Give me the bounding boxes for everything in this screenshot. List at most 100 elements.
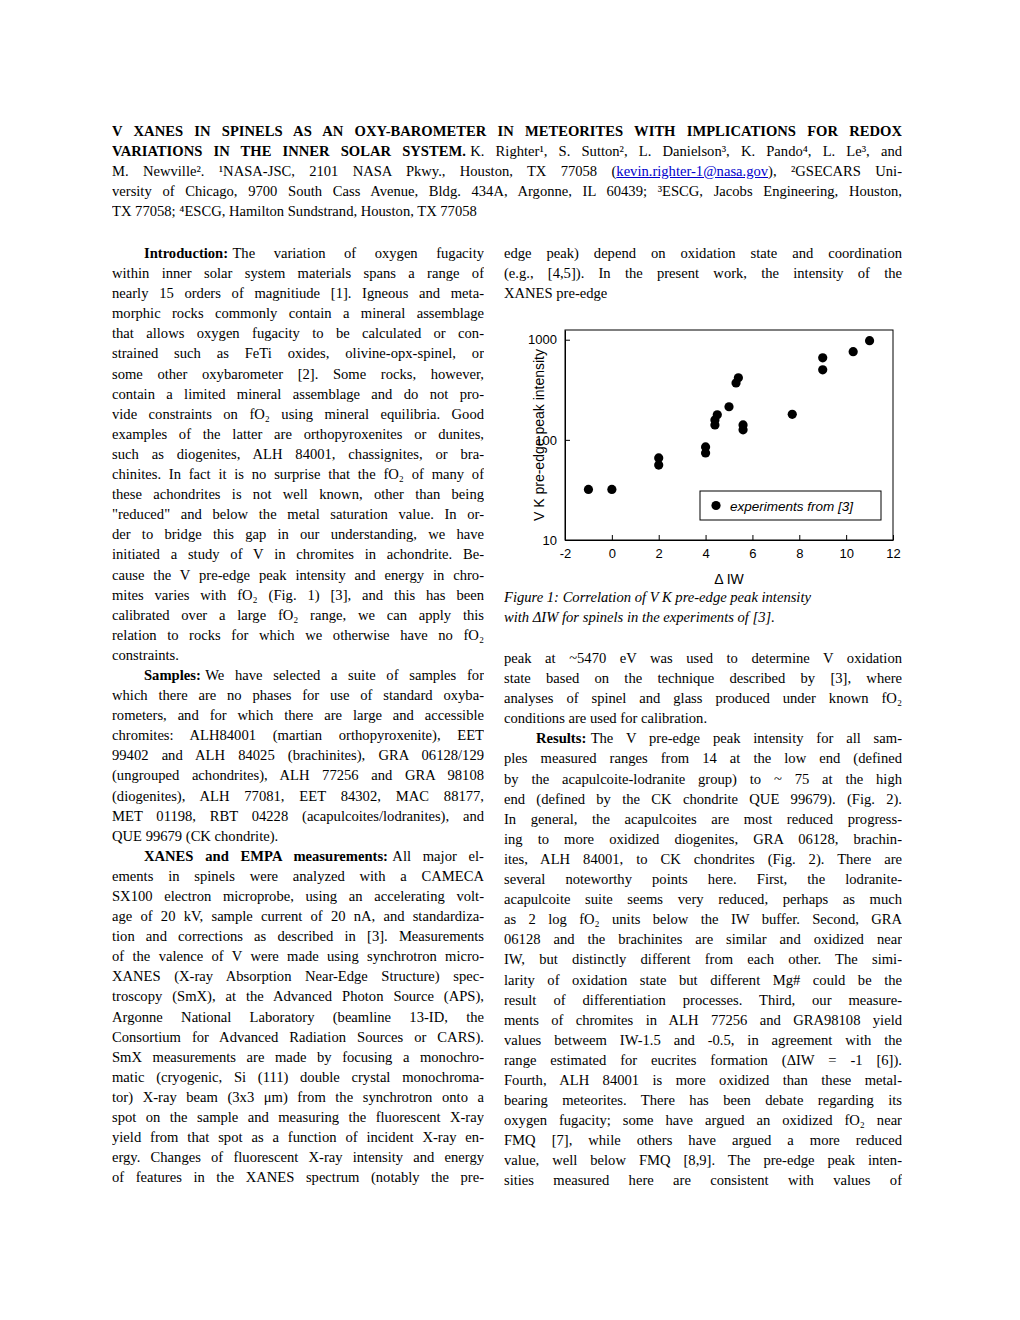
text-line: bearing meteorites. There has been debat… <box>504 1090 902 1110</box>
y-axis: 101001000 <box>528 331 570 548</box>
text-line: MET 01198, RBT 04228 (acapulcoites/lodra… <box>112 806 484 826</box>
text-line: rometers, and for which there are large … <box>112 705 484 725</box>
paragraph-text: mites varies with fO₂ (Fig. 1) [3], and … <box>112 587 484 603</box>
data-point <box>818 353 827 362</box>
affiliation: M. Newville². ¹NASA-JSC, 2101 NASA Pkwy.… <box>112 163 616 179</box>
paragraph-text: examples of the latter are orthopyroxeni… <box>112 426 484 442</box>
text-line: Fourth, ALH 84001 is more oxidized than … <box>504 1070 902 1090</box>
text-line: values betweem IW-1.5 and -0.5, in agree… <box>504 1030 902 1050</box>
paragraph-text: age of 20 kV, sample current of 20 nA, a… <box>112 908 484 924</box>
paragraph-text: (e.g., [4,5]). In the present work, the … <box>504 265 902 281</box>
text-column: peak at ~5470 eV was used to determine V… <box>504 648 902 1191</box>
header: V XANES IN SPINELS AS AN OXY-BAROMETER I… <box>112 121 902 221</box>
title: VARIATIONS IN THE INNER SOLAR SYSTEM. <box>112 143 466 159</box>
text-line: larity of oxidation state but different … <box>504 970 902 990</box>
paragraph-text: ples measured ranges from 14 at the low … <box>504 750 902 766</box>
y-tick: 1000 <box>528 332 570 347</box>
affiliation: versity of Chicago, 9700 South Cass Aven… <box>112 183 902 199</box>
paragraph-text: tor) X-ray beam (3x3 μm) from the synchr… <box>112 1089 484 1105</box>
paragraph-text: ments of chromites in ALH 77256 and GRA9… <box>504 1012 902 1028</box>
paragraph-text: 99402 and ALH 84025 (brachinites), GRA 0… <box>112 747 484 763</box>
data-point <box>818 365 827 374</box>
section-heading: Results: <box>536 730 586 746</box>
paragraph-text: initiated a study of V in chromites in a… <box>112 546 484 562</box>
paragraph-text: yield from that spot as a function of in… <box>112 1129 484 1145</box>
x-tick-mark <box>706 535 707 540</box>
text-line: Samples:We have selected a suite of samp… <box>112 665 484 685</box>
paragraph-text: spot on the sample and measuring the flu… <box>112 1109 484 1125</box>
paragraph-text: The V pre-edge peak intensity for all sa… <box>591 730 902 746</box>
text-line: (e.g., [4,5]). In the present work, the … <box>504 263 902 283</box>
paragraph-text: In general, the acapulcoites are most re… <box>504 811 902 827</box>
x-tick-label: 8 <box>796 546 803 561</box>
paragraph-text: SmX measurements are made by focusing a … <box>112 1049 484 1065</box>
legend: experiments from [3] <box>700 491 881 520</box>
paragraph-text: oxygen fugacity; some have argued an oxi… <box>504 1112 902 1128</box>
paragraph-text: which there are no phases for use of sta… <box>112 687 484 703</box>
paragraph-text: Fourth, ALH 84001 is more oxidized than … <box>504 1072 902 1088</box>
y-axis-line <box>565 331 566 541</box>
paragraph-text: morphic rocks commonly contain a mineral… <box>112 305 484 321</box>
data-point <box>788 410 797 419</box>
text-line: (diogenites), ALH 77081, EET 84302, MAC … <box>112 786 484 806</box>
text-line: constraints. <box>112 645 484 665</box>
text-line: ples measured ranges from 14 at the low … <box>504 748 902 768</box>
paragraph-text: relation to rocks for which we otherwise… <box>112 627 484 643</box>
plot-area: -2024681012101001000experiments from [3] <box>528 330 901 561</box>
y-tick-label: 1000 <box>528 332 557 347</box>
text-line: initiated a study of V in chromites in a… <box>112 544 484 564</box>
paragraph-text: state based on the technique described b… <box>504 670 902 686</box>
text-line: calibrated over a large fO₂ range, we ca… <box>112 605 484 625</box>
text-line: nearly 15 orders of magnitiude [1]. Igne… <box>112 283 484 303</box>
text-line: of the valence of V were made using sync… <box>112 946 484 966</box>
text-line: value, well below FMQ [8,9]. The pre-edg… <box>504 1150 902 1170</box>
paragraph-text: strained such as FeTi oxides, olivine-op… <box>112 345 484 361</box>
x-tick-mark <box>799 535 800 540</box>
paragraph-text: ites, ALH 84001, to CK chondrites (Fig. … <box>504 851 902 867</box>
data-points <box>584 336 874 494</box>
y-tick-mark <box>565 340 570 341</box>
paragraph-text: IW, but distinctly different from each o… <box>504 951 902 967</box>
x-tick-label: -2 <box>560 546 572 561</box>
x-tick: 12 <box>886 535 900 561</box>
paragraph-text: result of differentiation processes. Thi… <box>504 992 902 1008</box>
paragraph-text: within inner solar system materials span… <box>112 265 484 281</box>
x-tick: 0 <box>609 535 616 561</box>
x-axis-line <box>566 540 894 541</box>
text-line: end (defined by the CK chondrite QUE 996… <box>504 789 902 809</box>
x-tick-mark <box>612 535 613 540</box>
x-tick-mark <box>752 535 753 540</box>
text-line: state based on the technique described b… <box>504 668 902 688</box>
text-line: (ungrouped achondrites), ALH 77256 and G… <box>112 765 484 785</box>
paragraph-text: (ungrouped achondrites), ALH 77256 and G… <box>112 767 484 783</box>
text-line: ergy. Changes of fluorescent X-ray inten… <box>112 1147 484 1167</box>
text-line: XANES (X-ray Absorption Near-Edge Struct… <box>112 966 484 986</box>
text-line: QUE 99679 (CK chondrite). <box>112 826 484 846</box>
paragraph-text: analyses of spinel and glass produced un… <box>504 690 902 706</box>
x-tick-label: 2 <box>656 546 663 561</box>
text-line: Argonne National Laboratory (beamline 13… <box>112 1007 484 1027</box>
text-line: range estimated for eucrites formation (… <box>504 1050 902 1070</box>
paragraph-text: tion and corrections as described in [3]… <box>112 928 484 944</box>
data-point <box>865 336 874 345</box>
paragraph-text: MET 01198, RBT 04228 (acapulcoites/lodra… <box>112 808 484 824</box>
affiliation: ), ²GSECARS Uni- <box>768 163 902 179</box>
legend-entry: experiments from [3] <box>711 499 854 514</box>
text-line: several noteworthy points here. First, t… <box>504 869 902 889</box>
text-line: these achondrites is not well known, oth… <box>112 484 484 504</box>
text-line: IW, but distinctly different from each o… <box>504 949 902 969</box>
paragraph-text: acapulcoite suite seems very reduced, pe… <box>504 891 902 907</box>
authors: K. Righter¹, S. Sutton², L. Danielson³, … <box>470 143 902 159</box>
header-line: TX 77058; ⁴ESCG, Hamilton Sundstrand, Ho… <box>112 201 902 221</box>
paragraph-text: that allows oxygen fugacity to be calcul… <box>112 325 484 341</box>
paragraph-text: conditions are used for calibration. <box>504 710 707 726</box>
paragraph-text: ing to more oxidized diogenites, GRA 061… <box>504 831 902 847</box>
paragraph-text: edge peak) depend on oxidation state and… <box>504 245 902 261</box>
text-line: result of differentiation processes. Thi… <box>504 990 902 1010</box>
text-line: Introduction:The variation of oxygen fug… <box>112 243 484 263</box>
paragraph-text: nearly 15 orders of magnitiude [1]. Igne… <box>112 285 484 301</box>
paragraph-text: troscopy (SmX), at the Advanced Photon S… <box>112 988 484 1004</box>
text-line: FMQ [7], while others have argued a more… <box>504 1130 902 1150</box>
email[interactable]: kevin.righter-1@nasa.gov <box>616 163 768 179</box>
text-line: oxygen fugacity; some have argued an oxi… <box>504 1110 902 1130</box>
